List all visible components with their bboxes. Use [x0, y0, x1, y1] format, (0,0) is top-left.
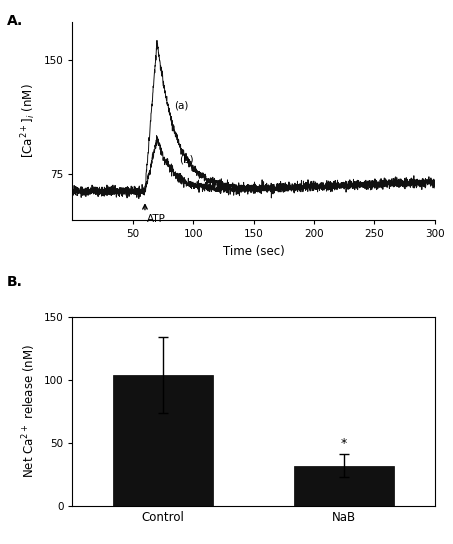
Y-axis label: Net Ca$^{2+}$ release (nM): Net Ca$^{2+}$ release (nM) — [20, 344, 38, 478]
Bar — [113, 375, 213, 506]
Bar — [294, 466, 394, 506]
Text: *: * — [341, 437, 347, 450]
X-axis label: Time (sec): Time (sec) — [223, 245, 284, 258]
Text: A.: A. — [7, 14, 23, 28]
Text: (b): (b) — [179, 154, 193, 164]
Y-axis label: [Ca$^{2+}$]$_i$ (nM): [Ca$^{2+}$]$_i$ (nM) — [19, 84, 38, 158]
Text: ATP: ATP — [147, 214, 166, 224]
Text: B.: B. — [7, 275, 23, 289]
Text: (a): (a) — [174, 101, 188, 111]
